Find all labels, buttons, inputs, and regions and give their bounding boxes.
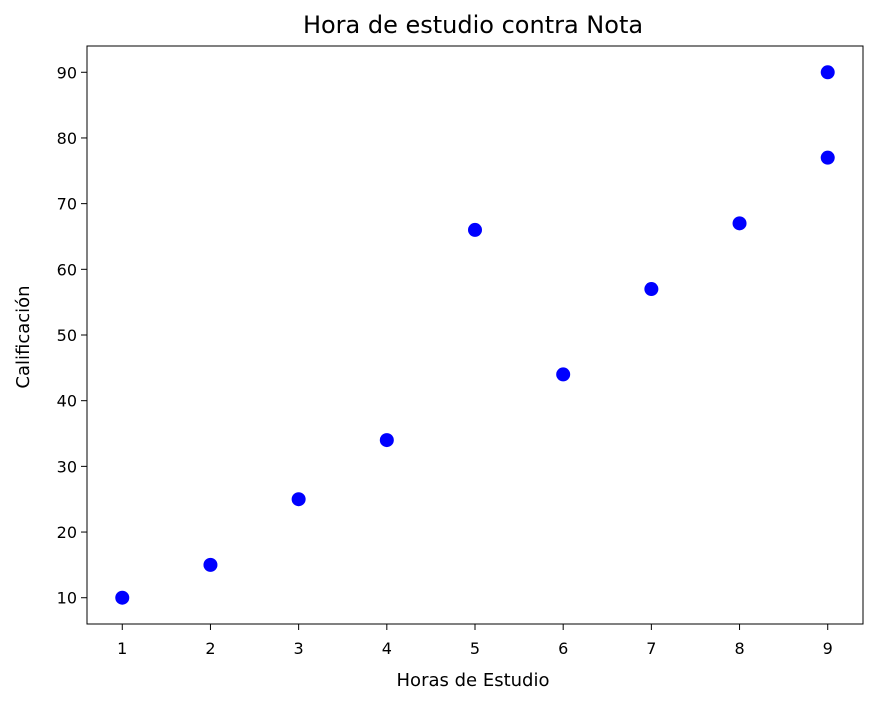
data-point [556, 367, 571, 382]
y-axis-label: Calificación [13, 285, 34, 388]
x-tick-label: 9 [823, 639, 833, 658]
x-tick-label: 2 [205, 639, 215, 658]
x-tick-label: 6 [558, 639, 568, 658]
data-point [732, 216, 747, 231]
y-tick-label: 20 [57, 523, 77, 542]
chart-title: Hora de estudio contra Nota [303, 11, 643, 39]
y-tick-label: 10 [57, 589, 77, 608]
y-tick-label: 50 [57, 326, 77, 345]
data-point [820, 150, 835, 165]
x-tick-label: 4 [382, 639, 392, 658]
plot-area [86, 45, 864, 625]
data-point [820, 65, 835, 80]
y-axis: 10 20 30 40 50 60 70 80 90 [57, 63, 87, 608]
data-point [115, 590, 130, 605]
x-tick-label: 7 [646, 639, 656, 658]
data-point [379, 433, 394, 448]
y-tick-label: 90 [57, 63, 77, 82]
x-tick-label: 5 [470, 639, 480, 658]
data-point [203, 557, 218, 572]
y-tick-label: 80 [57, 129, 77, 148]
x-tick-label: 3 [294, 639, 304, 658]
data-points [115, 65, 835, 605]
data-point [644, 282, 659, 297]
data-point [291, 492, 306, 507]
x-axis: 1 2 3 4 5 6 7 8 9 [117, 624, 833, 658]
y-tick-label: 60 [57, 260, 77, 279]
y-tick-label: 70 [57, 195, 77, 214]
y-tick-label: 40 [57, 392, 77, 411]
x-tick-label: 1 [117, 639, 127, 658]
y-tick-label: 30 [57, 457, 77, 476]
x-axis-label: Horas de Estudio [397, 670, 550, 691]
x-tick-label: 8 [734, 639, 744, 658]
data-point [468, 222, 482, 237]
